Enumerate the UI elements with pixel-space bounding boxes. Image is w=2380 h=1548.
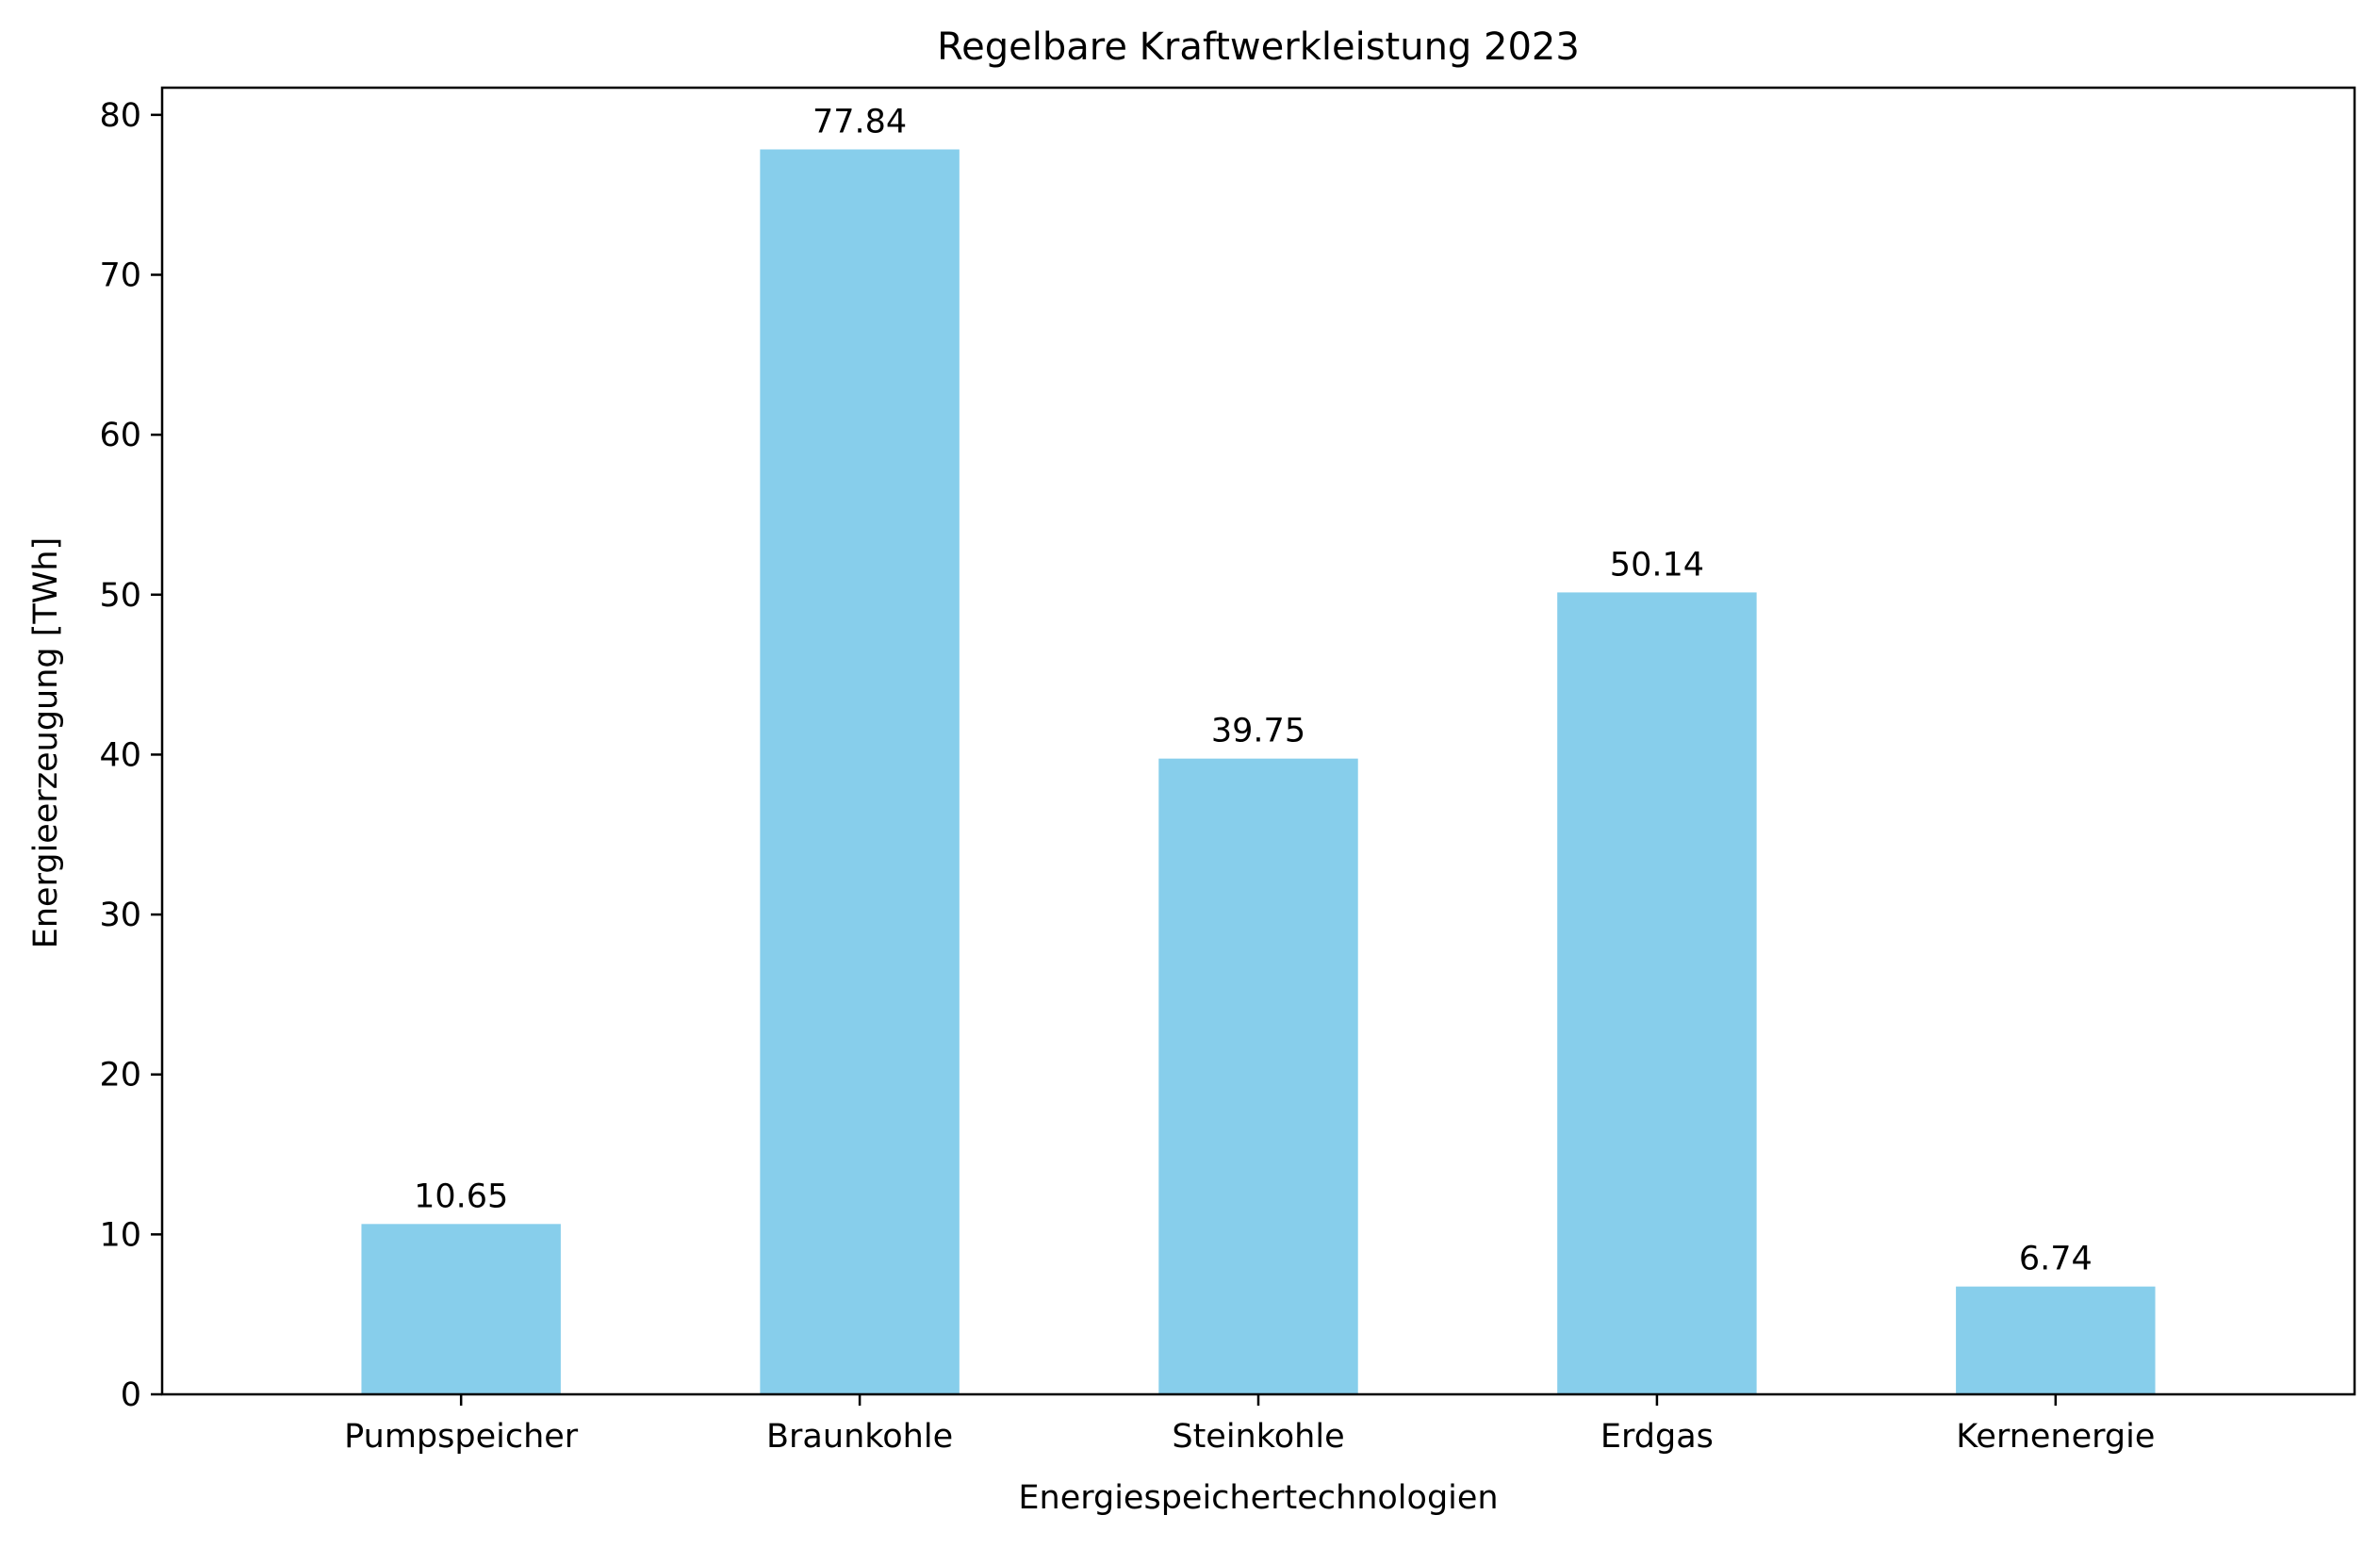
value-label-steinkohle: 39.75 [1211, 713, 1305, 750]
x-axis-ticks: Pumpspeicher Braunkohle Steinkohle Erdgas Ke… [344, 1394, 2155, 1456]
plot-frame [160, 86, 2356, 1396]
x-tick-label-steinkohle: Steinkohle [1172, 1418, 1344, 1456]
value-label-braunkohle: 77.84 [812, 103, 907, 140]
bar-kernenergie [1956, 1286, 2156, 1394]
value-label-pumpspeicher: 10.65 [414, 1177, 508, 1215]
bars-layer [361, 149, 2156, 1394]
bar-steinkohle [1158, 758, 1358, 1394]
y-tick-label-60: 60 [99, 417, 141, 454]
x-axis-label: Energiespeichertechnologien [1018, 1479, 1498, 1517]
value-label-erdgas: 50.14 [1610, 546, 1704, 584]
y-tick-label-20: 20 [99, 1057, 141, 1095]
y-tick-label-50: 50 [99, 577, 141, 615]
bar-pumpspeicher [361, 1224, 561, 1394]
x-tick-label-erdgas: Erdgas [1600, 1418, 1714, 1456]
y-tick-label-0: 0 [121, 1376, 141, 1414]
value-label-kernenergie: 6.74 [2019, 1241, 2093, 1278]
y-tick-label-10: 10 [99, 1216, 141, 1254]
x-tick-label-kernenergie: Kernenergie [1956, 1418, 2155, 1456]
y-tick-label-80: 80 [99, 97, 141, 135]
y-axis-label: Energieerzeugung [TWh] [27, 537, 65, 949]
y-tick-label-30: 30 [99, 897, 141, 934]
value-labels-layer: 10.65 77.84 39.75 50.14 6.74 [414, 103, 2093, 1277]
x-tick-label-braunkohle: Braunkohle [766, 1418, 953, 1456]
y-tick-label-70: 70 [99, 256, 141, 294]
y-axis-ticks: 0 10 20 30 40 50 60 70 80 [99, 97, 162, 1414]
x-tick-label-pumpspeicher: Pumpspeicher [344, 1418, 579, 1456]
y-tick-label-40: 40 [99, 736, 141, 774]
bar-erdgas [1557, 592, 1757, 1394]
chart-title: Regelbare Kraftwerkleistung 2023 [937, 25, 1580, 69]
bar-braunkohle [760, 149, 960, 1394]
